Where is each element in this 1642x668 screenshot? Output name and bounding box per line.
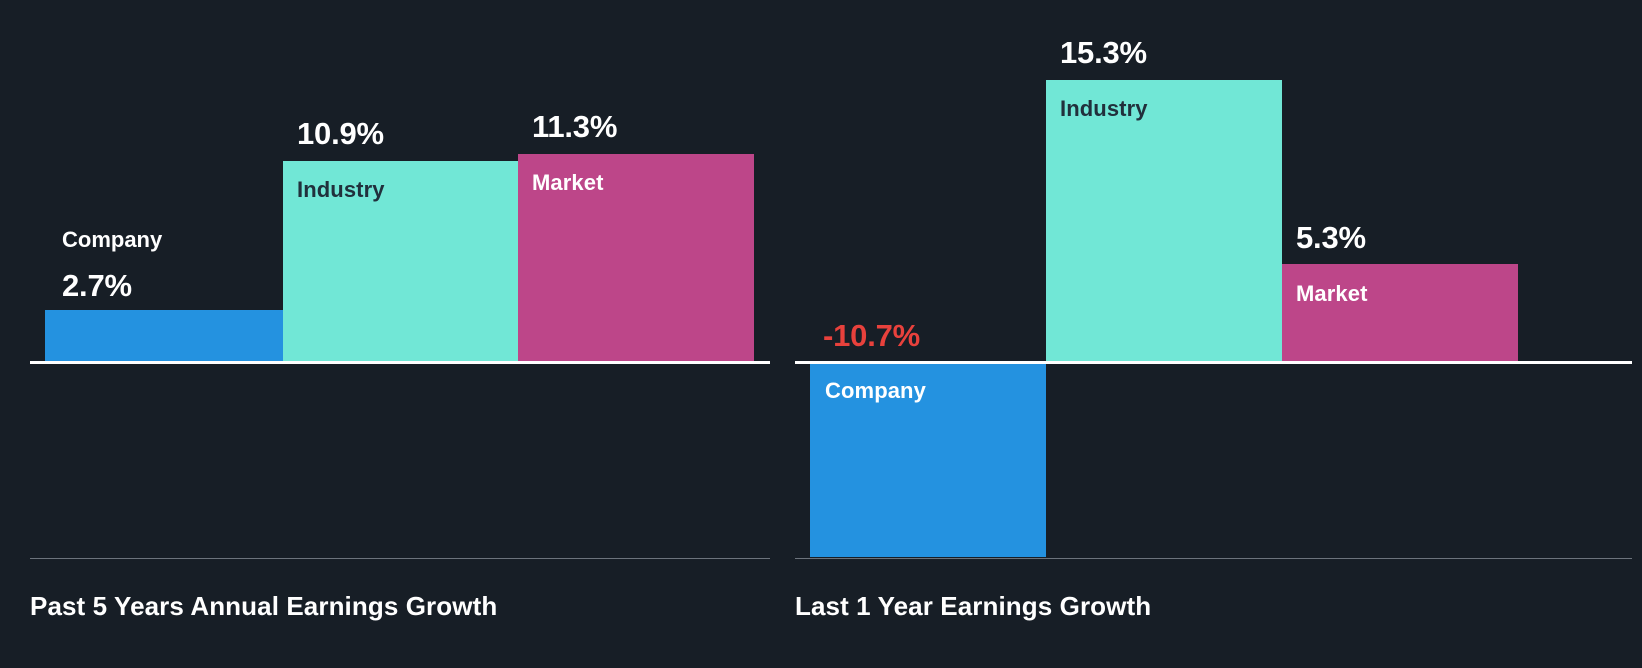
bar-market-last-1-year[interactable] [1282,264,1518,361]
bar-value-industry-past-5-years: 10.9% [297,116,384,151]
bar-value-company-last-1-year: -10.7% [823,318,921,353]
panel-past-5-years: 2.7% Company 10.9% Industry 11.3% Market… [0,0,790,668]
panel-title-past-5-years: Past 5 Years Annual Earnings Growth [30,591,498,621]
bar-value-industry-last-1-year: 15.3% [1060,35,1147,70]
bar-company-past-5-years[interactable] [45,310,283,361]
bar-label-industry-last-1-year: Industry [1060,96,1148,121]
bar-label-market-past-5-years: Market [532,170,604,195]
bar-market-past-5-years[interactable] [518,154,754,361]
bar-value-market-last-1-year: 5.3% [1296,220,1366,255]
plot-area-past-5-years: 2.7% Company 10.9% Industry 11.3% Market [0,0,790,556]
bar-company-last-1-year[interactable] [810,363,1046,557]
bottom-rule-past-5-years [30,558,770,559]
panel-last-1-year: -10.7% Company 15.3% Industry 5.3% Marke… [790,0,1642,668]
bar-label-industry-past-5-years: Industry [297,177,385,202]
bar-label-market-last-1-year: Market [1296,281,1368,306]
bar-label-company-past-5-years: Company [62,227,163,252]
bottom-rule-last-1-year [795,558,1632,559]
bar-industry-last-1-year[interactable] [1046,80,1282,361]
bar-value-company-past-5-years: 2.7% [62,268,132,303]
bar-label-company-last-1-year: Company [825,378,926,403]
plot-area-last-1-year: -10.7% Company 15.3% Industry 5.3% Marke… [790,0,1642,557]
bar-industry-past-5-years[interactable] [283,161,518,361]
panel-title-last-1-year: Last 1 Year Earnings Growth [795,591,1152,621]
bar-value-market-past-5-years: 11.3% [532,109,618,144]
zero-axis-line-past-5-years [30,361,770,364]
zero-axis-line-last-1-year [795,361,1632,364]
